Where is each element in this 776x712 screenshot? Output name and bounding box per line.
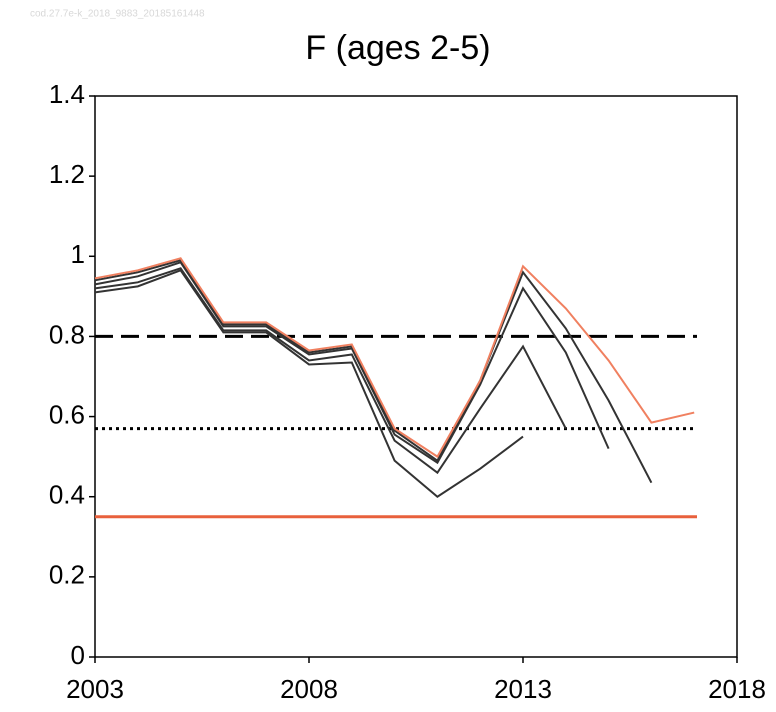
y-tick-label: 0.8 [49,319,85,349]
y-tick-label: 0.4 [49,480,85,510]
y-tick-label: 0 [71,640,85,670]
watermark: cod.27.7e-k_2018_9883_20185161448 [30,9,205,20]
y-tick-label: 1.4 [49,79,85,109]
chart-title: F (ages 2-5) [305,29,490,67]
series-line [94,259,653,484]
series-line [94,257,695,459]
x-tick-label: 2003 [66,674,124,704]
y-tick-label: 0.6 [49,399,85,429]
series-line [94,267,567,475]
y-tick-label: 0.2 [49,560,85,590]
y-tick-label: 1.2 [49,159,85,189]
plot-frame [94,95,738,658]
x-tick-label: 2008 [280,674,338,704]
y-tick-label: 1 [71,239,85,269]
x-tick-label: 2018 [708,674,766,704]
x-tick-label: 2013 [494,674,552,704]
series-line [94,269,524,498]
